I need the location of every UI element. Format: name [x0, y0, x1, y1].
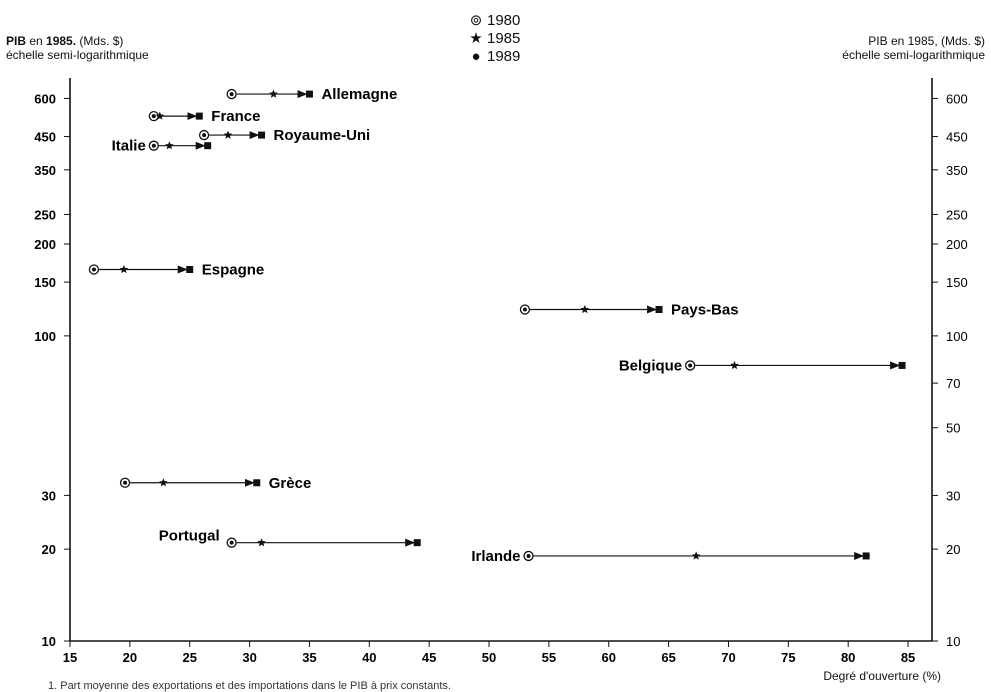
marker-1980-center-espagne	[91, 267, 96, 272]
marker-1989-italie	[204, 142, 212, 150]
y-tick-label-left: 350	[34, 163, 56, 178]
y-tick-label-right: 50	[946, 421, 960, 436]
x-tick-label: 20	[123, 650, 137, 665]
marker-1980-center-allemagne	[229, 92, 234, 97]
marker-1980-center-gr-ce	[123, 480, 128, 485]
label-irlande: Irlande	[471, 548, 520, 565]
target-marker-icon: ⊚	[469, 12, 483, 29]
y-tick-label-right: 200	[946, 237, 968, 252]
y-axis-label-right: PIB en 1985, (Mds. $) échelle semi-logar…	[842, 34, 985, 62]
marker-1980-center-italie	[151, 143, 156, 148]
y-tick-label-left: 20	[42, 542, 56, 557]
marker-1985-belgique	[730, 360, 739, 370]
x-axis-label: Degré d'ouverture (%)	[823, 669, 941, 683]
label-france: France	[211, 108, 260, 125]
marker-1980-center-portugal	[229, 540, 234, 545]
marker-1989-france	[195, 112, 203, 120]
label-gr-ce: Grèce	[269, 475, 312, 492]
y-tick-label-left: 10	[42, 634, 56, 649]
label-espagne: Espagne	[202, 262, 265, 279]
y-tick-label-right: 450	[946, 130, 968, 145]
y-tick-label-right: 600	[946, 91, 968, 106]
y-tick-label-left: 250	[34, 207, 56, 222]
x-tick-label: 25	[182, 650, 196, 665]
marker-1985-gr-ce	[159, 478, 168, 487]
x-tick-label: 35	[302, 650, 316, 665]
y-tick-label-right: 250	[946, 207, 968, 222]
y-axis-label-left: PIB en 1985. (Mds. $) échelle semi-logar…	[6, 34, 149, 62]
y-tick-label-right: 20	[946, 542, 960, 557]
marker-1989-espagne	[186, 266, 194, 274]
marker-1985-espagne	[119, 265, 129, 274]
y-tick-label-right: 10	[946, 634, 960, 649]
marker-1980-center-irlande	[526, 553, 531, 558]
label-portugal: Portugal	[159, 528, 220, 545]
marker-1989-portugal	[413, 539, 421, 547]
x-tick-label: 55	[542, 650, 556, 665]
marker-1985-allemagne	[269, 89, 278, 98]
label-belgique: Belgique	[619, 357, 682, 374]
y-tick-label-right: 150	[946, 275, 968, 290]
marker-1989-allemagne	[305, 90, 313, 98]
marker-1980-center-belgique	[688, 363, 693, 368]
x-tick-label: 30	[242, 650, 256, 665]
y-tick-label-right: 30	[946, 488, 960, 503]
marker-1989-irlande	[862, 552, 870, 560]
marker-1985-pays-bas	[580, 305, 590, 314]
x-tick-label: 60	[602, 650, 616, 665]
legend-item-1985: ★ 1985	[465, 30, 520, 48]
marker-1985-irlande	[691, 551, 701, 560]
x-tick-label: 45	[422, 650, 436, 665]
y-tick-label-left: 600	[34, 91, 56, 106]
marker-1989-gr-ce	[253, 479, 261, 487]
label-royaume-uni: Royaume-Uni	[274, 127, 371, 144]
y-tick-label-left: 200	[34, 237, 56, 252]
label-italie: Italie	[112, 138, 146, 155]
legend-item-1989: ● 1989	[465, 48, 520, 66]
footnote: 1. Part moyenne des exportations et des …	[48, 680, 451, 692]
marker-1985-portugal	[257, 538, 266, 547]
y-tick-label-left: 150	[34, 275, 56, 290]
legend: ⊚ 1980 ★ 1985 ● 1989	[465, 12, 520, 66]
x-tick-label: 65	[661, 650, 675, 665]
marker-1989-royaume-uni	[258, 131, 266, 139]
y-tick-label-left: 450	[34, 130, 56, 145]
marker-1989-belgique	[898, 361, 906, 369]
x-tick-label: 70	[721, 650, 735, 665]
y-tick-label-left: 30	[42, 488, 56, 503]
x-tick-label: 15	[63, 650, 77, 665]
marker-1985-italie	[165, 141, 174, 150]
x-tick-label: 50	[482, 650, 496, 665]
marker-1985-royaume-uni	[223, 130, 233, 139]
marker-1989-pays-bas	[655, 306, 663, 314]
x-tick-label: 85	[901, 650, 915, 665]
label-allemagne: Allemagne	[321, 86, 397, 103]
marker-1985-france	[155, 111, 165, 120]
dot-marker-icon: ●	[471, 48, 481, 65]
y-tick-label-right: 350	[946, 163, 968, 178]
x-tick-label: 40	[362, 650, 376, 665]
label-pays-bas: Pays-Bas	[671, 302, 739, 319]
marker-1980-center-france	[151, 114, 156, 119]
x-tick-label: 75	[781, 650, 795, 665]
y-tick-label-right: 70	[946, 376, 960, 391]
legend-item-1980: ⊚ 1980	[465, 12, 521, 30]
star-marker-icon: ★	[469, 30, 483, 47]
marker-1980-center-royaume-uni	[202, 133, 207, 138]
y-tick-label-left: 100	[34, 329, 56, 344]
marker-1980-center-pays-bas	[522, 307, 527, 312]
y-tick-label-right: 100	[946, 329, 968, 344]
x-tick-label: 80	[841, 650, 855, 665]
